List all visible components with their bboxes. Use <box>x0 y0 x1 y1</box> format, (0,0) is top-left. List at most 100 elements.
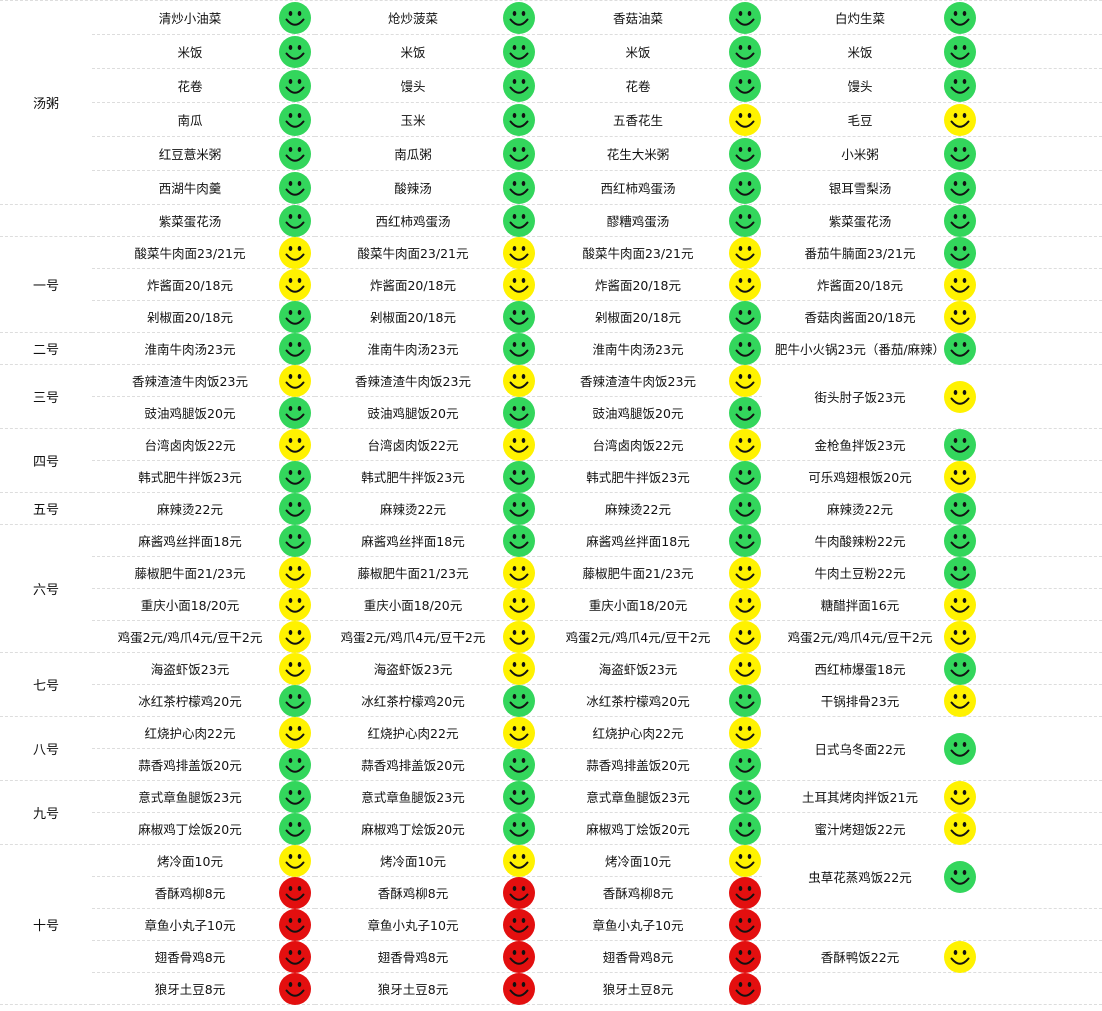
menu-item: 香酥鸡柳8元 <box>540 876 762 909</box>
smiley-face-icon <box>944 620 976 653</box>
smiley-face-icon <box>944 780 976 813</box>
category-label: 二号 <box>0 333 92 365</box>
menu-item-name: 韩式肥牛拌饭23元 <box>361 470 465 485</box>
menu-item-name: 麻辣烫22元 <box>380 502 446 517</box>
menu-item: 麻酱鸡丝拌面18元 <box>540 524 762 557</box>
menu-item: 银耳雪梨汤 <box>762 171 1102 205</box>
menu-item-name: 花卷 <box>177 79 203 94</box>
menu-item-name: 烤冷面10元 <box>380 854 446 869</box>
menu-item: 蒜香鸡排盖饭20元 <box>540 748 762 781</box>
menu-item-name: 意式章鱼腿饭23元 <box>586 790 690 805</box>
smiley-face-icon <box>279 103 311 136</box>
smiley-face-icon <box>729 556 761 589</box>
smiley-face-icon <box>944 332 976 365</box>
menu-item-name: 香酥鸭饭22元 <box>820 950 900 965</box>
smiley-face-icon <box>729 780 761 813</box>
menu-item-name: 剁椒面20/18元 <box>594 310 682 325</box>
menu-item-name: 肥牛小火锅23元（番茄/麻辣） <box>774 342 946 357</box>
smiley-face-icon <box>729 171 761 204</box>
menu-item-name: 意式章鱼腿饭23元 <box>138 790 242 805</box>
menu-item: 鸡蛋2元/鸡爪4元/豆干2元 <box>762 620 1102 653</box>
menu-item: 小米粥 <box>762 137 1102 171</box>
smiley-face-icon <box>729 812 761 845</box>
menu-item: 炝炒菠菜 <box>315 1 540 35</box>
menu-item: 意式章鱼腿饭23元 <box>315 780 540 813</box>
menu-item: 可乐鸡翅根饭20元 <box>762 460 1102 493</box>
menu-item: 烤冷面10元 <box>92 844 315 877</box>
menu-item-name: 淮南牛肉汤23元 <box>367 342 459 357</box>
menu-item-name: 狼牙土豆8元 <box>602 982 674 997</box>
menu-item: 毛豆 <box>762 103 1102 137</box>
smiley-face-icon <box>279 492 311 525</box>
smiley-face-icon <box>729 137 761 170</box>
menu-item-name: 鸡蛋2元/鸡爪4元/豆干2元 <box>787 630 933 645</box>
menu-item: 台湾卤肉饭22元 <box>315 428 540 461</box>
menu-item: 街头肘子饭23元 <box>762 365 1102 429</box>
menu-item-name: 海盗虾饭23元 <box>150 662 230 677</box>
menu-item: 牛肉土豆粉22元 <box>762 556 1102 589</box>
smiley-face-icon <box>944 652 976 685</box>
menu-item: 紫菜蛋花汤 <box>762 204 1102 237</box>
menu-item: 馒头 <box>315 69 540 103</box>
menu-item-name: 台湾卤肉饭22元 <box>592 438 684 453</box>
menu-item-name: 香酥鸡柳8元 <box>602 886 674 901</box>
menu-item: 章鱼小丸子10元 <box>92 908 315 941</box>
smiley-face-icon <box>729 35 761 68</box>
menu-item-name: 香辣渣渣牛肉饭23元 <box>132 374 248 389</box>
menu-item: 蒜香鸡排盖饭20元 <box>92 748 315 781</box>
menu-item: 鸡蛋2元/鸡爪4元/豆干2元 <box>540 620 762 653</box>
menu-item: 意式章鱼腿饭23元 <box>540 780 762 813</box>
menu-item: 红烧护心肉22元 <box>92 716 315 749</box>
menu-item-name: 馒头 <box>847 79 873 94</box>
menu-item: 藤椒肥牛面21/23元 <box>540 556 762 589</box>
smiley-face-icon <box>279 1 311 34</box>
menu-item-name: 炸酱面20/18元 <box>369 278 457 293</box>
smiley-face-icon <box>279 972 311 1005</box>
menu-item: 意式章鱼腿饭23元 <box>92 780 315 813</box>
menu-item: 花卷 <box>92 69 315 103</box>
menu-item-name: 花卷 <box>625 79 651 94</box>
category-label: 三号 <box>0 365 92 429</box>
menu-item-name: 章鱼小丸子10元 <box>144 918 236 933</box>
menu-item-name: 台湾卤肉饭22元 <box>367 438 459 453</box>
menu-item-name: 红烧护心肉22元 <box>592 726 684 741</box>
menu-item-name: 红豆薏米粥 <box>158 147 222 162</box>
menu-item: 花卷 <box>540 69 762 103</box>
menu-item-name: 南瓜 <box>177 113 203 128</box>
menu-item-name: 冰红茶柠檬鸡20元 <box>138 694 242 709</box>
smiley-face-icon <box>944 171 976 204</box>
smiley-face-icon <box>503 103 535 136</box>
category-label: 六号 <box>0 525 92 653</box>
smiley-face-icon <box>729 972 761 1005</box>
menu-item: 西红柿爆蛋18元 <box>762 652 1102 685</box>
smiley-face-icon <box>503 35 535 68</box>
menu-item: 麻酱鸡丝拌面18元 <box>92 524 315 557</box>
smiley-face-icon <box>503 69 535 102</box>
menu-item: 海盗虾饭23元 <box>315 652 540 685</box>
menu-item: 炸酱面20/18元 <box>315 268 540 301</box>
menu-item: 重庆小面18/20元 <box>92 588 315 621</box>
menu-item-name: 麻辣烫22元 <box>157 502 223 517</box>
menu-item-name: 牛肉酸辣粉22元 <box>814 534 906 549</box>
smiley-face-icon <box>729 620 761 653</box>
menu-item: 麻辣烫22元 <box>315 492 540 525</box>
menu-item: 藤椒肥牛面21/23元 <box>92 556 315 589</box>
menu-item-name: 糖醋拌面16元 <box>820 598 900 613</box>
smiley-face-icon <box>944 103 976 136</box>
menu-item-name: 紫菜蛋花汤 <box>158 214 222 229</box>
menu-item: 日式乌冬面22元 <box>762 717 1102 781</box>
menu-item: 香菇油菜 <box>540 1 762 35</box>
menu-item-name: 冰红茶柠檬鸡20元 <box>586 694 690 709</box>
menu-item-name: 米饭 <box>177 45 203 60</box>
menu-item-name: 翅香骨鸡8元 <box>154 950 226 965</box>
menu-item-name: 豉油鸡腿饭20元 <box>367 406 459 421</box>
menu-item: 章鱼小丸子10元 <box>315 908 540 941</box>
menu-item-name: 意式章鱼腿饭23元 <box>361 790 465 805</box>
menu-item-name: 蒜香鸡排盖饭20元 <box>586 758 690 773</box>
menu-item: 重庆小面18/20元 <box>315 588 540 621</box>
menu-item: 海盗虾饭23元 <box>92 652 315 685</box>
menu-item-name: 西红柿鸡蛋汤 <box>375 214 451 229</box>
smiley-face-icon <box>944 380 976 413</box>
menu-item: 台湾卤肉饭22元 <box>540 428 762 461</box>
smiley-face-icon <box>729 844 761 877</box>
